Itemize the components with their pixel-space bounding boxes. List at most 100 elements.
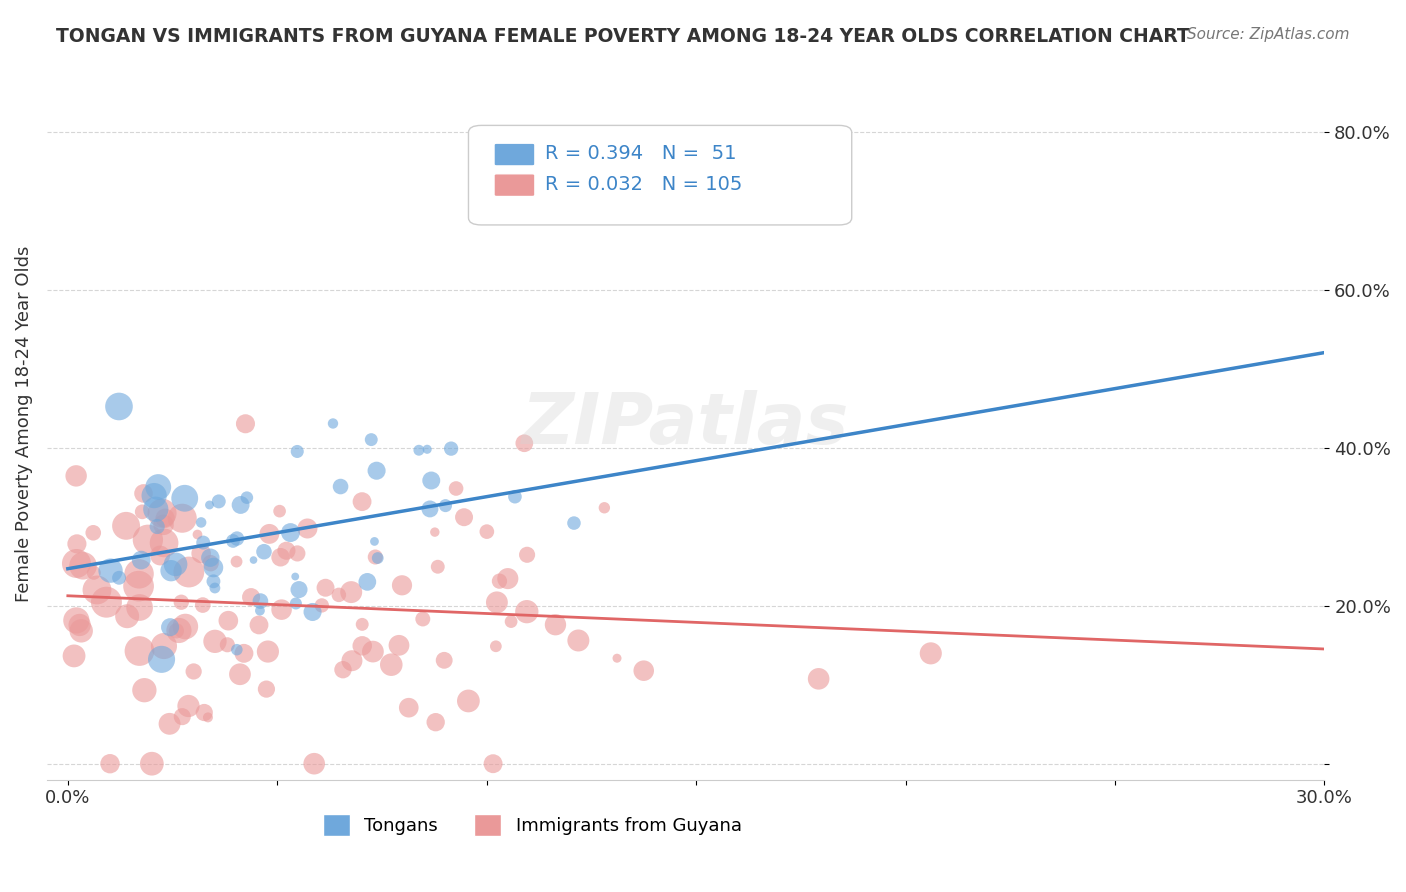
Text: ZIPatlas: ZIPatlas (522, 390, 849, 458)
Point (152, 517, 174, 532)
Point (65, 557, 87, 571)
Point (70, 624, 93, 638)
Point (153, 511, 176, 525)
Point (136, 533, 159, 547)
Point (391, 578, 413, 592)
Point (150, 506, 173, 520)
Point (329, 479, 352, 493)
Point (131, 505, 153, 519)
Point (204, 581, 226, 595)
Point (172, 511, 194, 525)
Point (65, 614, 87, 628)
Point (229, 498, 252, 512)
Point (143, 489, 166, 503)
Point (83, 566, 105, 580)
Point (204, 634, 226, 648)
Point (141, 756, 163, 771)
Point (232, 646, 254, 660)
Point (488, 574, 510, 589)
Point (920, 646, 942, 660)
Point (100, 564, 122, 578)
Point (516, 605, 538, 619)
Point (69, 618, 91, 632)
Point (361, 644, 384, 658)
Point (332, 663, 354, 677)
Point (482, 756, 505, 771)
Point (270, 602, 292, 616)
Point (257, 644, 280, 658)
Point (226, 532, 249, 546)
Point (284, 569, 307, 583)
Point (249, 604, 271, 618)
Point (148, 480, 170, 494)
Point (146, 519, 169, 533)
Point (606, 651, 628, 665)
Point (485, 640, 508, 654)
Point (501, 615, 523, 629)
Point (167, 624, 190, 638)
Point (159, 716, 181, 731)
Point (366, 464, 388, 478)
Point (457, 694, 479, 708)
Point (160, 564, 183, 578)
Point (177, 565, 200, 579)
Point (259, 527, 281, 541)
Point (198, 498, 221, 512)
Point (225, 555, 247, 569)
Point (202, 560, 225, 574)
Point (177, 698, 200, 713)
Point (276, 543, 298, 558)
Point (208, 494, 231, 508)
Point (190, 516, 212, 530)
Point (225, 642, 247, 657)
Point (352, 617, 374, 632)
Point (129, 553, 152, 567)
Point (149, 549, 172, 563)
Text: Source: ZipAtlas.com: Source: ZipAtlas.com (1187, 27, 1350, 42)
Point (408, 443, 430, 458)
Point (242, 553, 264, 567)
Point (200, 556, 222, 570)
Point (174, 619, 197, 633)
Point (193, 535, 215, 549)
Point (280, 525, 302, 540)
Point (567, 633, 589, 648)
Point (269, 504, 291, 518)
Point (440, 442, 463, 456)
Point (72, 558, 94, 573)
Point (352, 494, 374, 508)
Point (412, 612, 434, 626)
Point (240, 590, 263, 604)
Point (340, 654, 363, 668)
Point (159, 620, 181, 634)
Point (217, 638, 239, 652)
Point (236, 491, 259, 505)
Point (197, 710, 219, 724)
Point (633, 664, 655, 678)
Point (186, 527, 208, 541)
Point (503, 490, 526, 504)
Text: TONGAN VS IMMIGRANTS FROM GUYANA FEMALE POVERTY AMONG 18-24 YEAR OLDS CORRELATIO: TONGAN VS IMMIGRANTS FROM GUYANA FEMALE … (56, 27, 1189, 45)
Point (485, 595, 508, 609)
Point (416, 442, 439, 457)
Point (191, 598, 214, 612)
Point (165, 624, 187, 638)
Point (108, 571, 131, 585)
Point (322, 417, 344, 431)
Point (352, 639, 374, 653)
Point (222, 533, 245, 548)
Point (453, 510, 475, 524)
Point (128, 644, 150, 658)
Point (247, 618, 270, 632)
Legend: Tongans, Immigrants from Guyana: Tongans, Immigrants from Guyana (316, 807, 749, 844)
Point (172, 709, 194, 723)
Point (145, 502, 167, 516)
Point (311, 599, 333, 613)
Point (98, 756, 121, 771)
Point (128, 566, 150, 581)
Point (254, 682, 277, 697)
Text: R = 0.394   N =  51: R = 0.394 N = 51 (546, 145, 737, 163)
Point (170, 595, 193, 609)
Point (302, 756, 325, 771)
Point (150, 652, 173, 666)
